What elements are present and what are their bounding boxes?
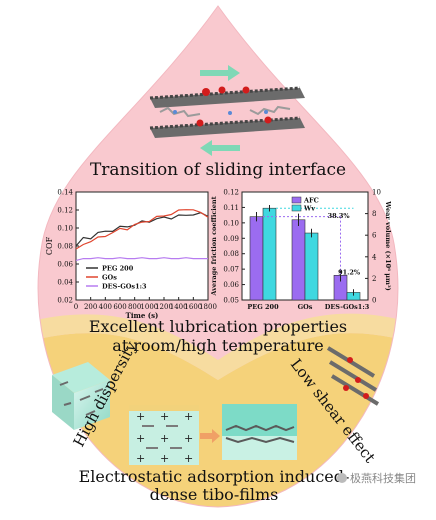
svg-text:+: + <box>160 452 169 465</box>
annotation-label: 38.3% <box>328 212 351 220</box>
legend-label: DES-GOs1:3 <box>102 283 147 291</box>
x-axis-label: Time (s) <box>126 311 159 320</box>
bar-afc <box>249 216 264 301</box>
sliding-interface-illustration <box>149 65 305 156</box>
y-tick-label: 0.02 <box>57 297 73 305</box>
graphene-layer-bottom <box>149 116 305 138</box>
watermark-text: 极燕科技集团 <box>350 471 416 485</box>
x-tick-label: 1800 <box>199 303 217 311</box>
x-tick-label: 1200 <box>155 303 173 311</box>
svg-text:+: + <box>184 410 193 423</box>
series-line-0 <box>75 212 209 247</box>
legend-label: GOs <box>102 274 117 282</box>
top-title: Transition of sliding interface <box>90 160 346 180</box>
svg-text:+: + <box>160 410 169 423</box>
y-tick-label: 0.12 <box>57 207 73 215</box>
svg-text:+: + <box>136 452 145 465</box>
svg-text:+: + <box>136 410 145 423</box>
y-tick-label: 0.10 <box>57 225 73 233</box>
y-right-tick-label: 0 <box>372 297 376 305</box>
x-tick-label: 0 <box>74 303 78 311</box>
bar-wv <box>262 207 277 301</box>
y-tick-label: 0.05 <box>223 297 239 305</box>
top-arrow-icon <box>200 65 240 81</box>
x-tick-label: 400 <box>99 303 112 311</box>
y-right-tick-label: 10 <box>372 189 381 197</box>
bottom-title-line1: Electrostatic adsorption induced- <box>79 467 350 486</box>
svg-text:+: + <box>160 432 169 445</box>
x-tick-label: 1600 <box>184 303 202 311</box>
bar-wv <box>304 232 319 301</box>
middle-title-line2: at room/high temperature <box>112 336 323 355</box>
y-tick-label: 0.12 <box>223 189 239 197</box>
bar-afc <box>291 219 306 301</box>
friction-wear-bar-chart: 0.05 0.06 0.07 0.08 0.09 0.10 0.11 0.12 0 2 4 6 8 10 A… <box>210 189 392 312</box>
legend-label: Wv <box>303 205 315 213</box>
x-tick-label: 800 <box>128 303 141 311</box>
y-tick-label: 0.06 <box>57 261 73 269</box>
x-tick-label: 600 <box>113 303 126 311</box>
cof-time-line-chart: 0.02 0.04 0.06 0.08 0.10 0.12 0.14 0 200 400 600 80… <box>45 189 217 321</box>
series-line-1 <box>75 209 209 250</box>
watermark: 极燕科技集团 <box>337 471 416 485</box>
legend-label: PEG 200 <box>102 265 134 273</box>
dispersity-cube-illustration <box>52 362 110 430</box>
middle-title-line1: Excellent lubrication properties <box>89 317 347 336</box>
y-tick-label: 0.14 <box>57 189 73 197</box>
wechat-logo-icon <box>337 473 347 483</box>
y-tick-label: 0.09 <box>223 235 239 243</box>
svg-text:+: + <box>184 432 193 445</box>
bottom-arrow-icon <box>200 140 240 156</box>
shear-sheets-illustration <box>326 346 380 406</box>
lubricant-molecules <box>159 105 291 118</box>
y-right-tick-label: 6 <box>372 232 377 240</box>
category-label: GOs <box>298 303 313 311</box>
annotation-label: 91.2% <box>338 268 361 276</box>
y-tick-label: 0.10 <box>223 219 239 227</box>
electrostatic-adsorption-illustration: + + + + + + + + + <box>129 404 297 465</box>
y-right-axis-label: Wear volume (×10⁶ μm³) <box>384 200 392 291</box>
y-tick-label: 0.08 <box>57 243 73 251</box>
process-arrow-icon <box>200 429 220 443</box>
y-tick-label: 0.06 <box>223 281 239 289</box>
y-right-tick-label: 2 <box>372 275 376 283</box>
y-tick-label: 0.04 <box>57 279 73 287</box>
graphene-layer-top <box>149 86 305 108</box>
series-line-2 <box>75 257 208 261</box>
x-tick-label: 200 <box>84 303 97 311</box>
y-right-tick-label: 4 <box>372 253 377 261</box>
y-right-tick-label: 8 <box>372 210 376 218</box>
y-axis-label: Average friction coefficient <box>210 196 218 296</box>
y-tick-label: 0.08 <box>223 250 239 258</box>
svg-text:+: + <box>136 432 145 445</box>
legend-swatch <box>291 196 302 204</box>
svg-text:+: + <box>184 452 193 465</box>
x-tick-label: 1400 <box>170 303 188 311</box>
x-tick-label: 1000 <box>140 303 158 311</box>
y-tick-label: 0.07 <box>223 266 239 274</box>
category-label: DES-GOs1:3 <box>325 303 370 311</box>
legend-label: AFC <box>303 197 319 205</box>
legend-swatch <box>291 204 302 212</box>
bottom-title-line2: dense tibo-films <box>150 485 279 504</box>
y-axis-label: COF <box>45 236 54 255</box>
y-tick-label: 0.11 <box>223 204 239 212</box>
category-label: PEG 200 <box>247 303 279 311</box>
